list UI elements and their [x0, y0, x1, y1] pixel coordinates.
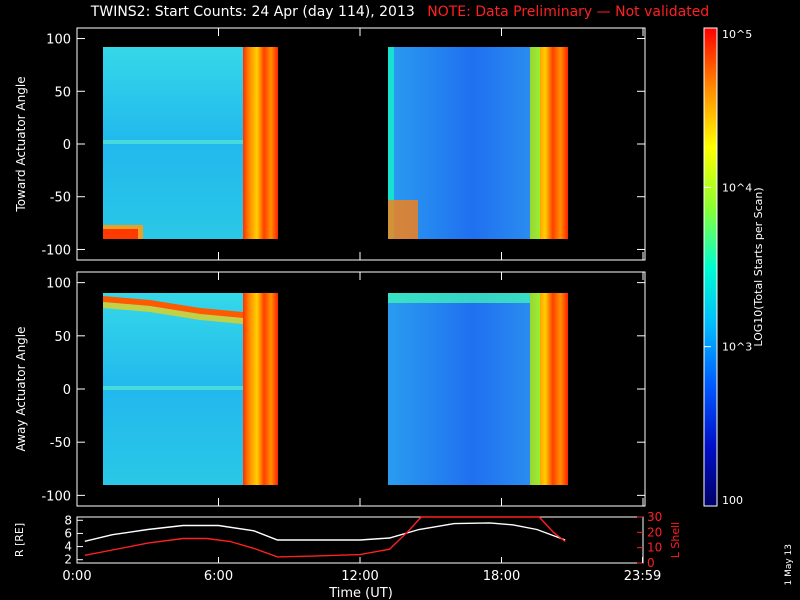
y-axis-ticks: 100 50 0 -50 -100 — [41, 272, 645, 506]
heatmap-panel-toward: Toward Actuator Angle 100 50 0 -50 -100 — [14, 27, 646, 261]
r-tick-label: 4 — [64, 540, 72, 554]
y-tick-label: -100 — [41, 489, 71, 504]
heatmap-left-strip — [388, 47, 394, 239]
l-tick-label: 20 — [647, 525, 662, 539]
preliminary-note: NOTE: Data Preliminary — Not validated — [427, 4, 710, 20]
l-shell-axis-label: L Shell — [669, 522, 682, 558]
chart-title-row: TWINS2: Start Counts: 24 Apr (day 114), … — [0, 4, 800, 20]
heatmap-green-strip — [530, 293, 540, 485]
y-tick-label: 50 — [54, 330, 71, 345]
chart-title: TWINS2: Start Counts: 24 Apr (day 114), … — [90, 4, 415, 20]
colorbar-tick-label: 10^4 — [722, 181, 752, 194]
r-axis-label: R [RE] — [13, 523, 26, 557]
heatmap-top-band — [388, 293, 530, 303]
y-tick-label: -50 — [50, 436, 71, 451]
x-tick-label: 12:00 — [341, 569, 378, 584]
x-tick-label: 0:00 — [62, 569, 91, 584]
orbit-series-line — [84, 522, 566, 542]
heatmap-panel-away: Away Actuator Angle 100 50 0 -50 -100 — [14, 271, 646, 507]
y-tick-label: -100 — [41, 243, 71, 258]
colorbar-label: LOG10(Total Starts per Scan) — [752, 187, 765, 346]
heatmap-mid-band — [103, 386, 243, 390]
orbit-series-line — [84, 516, 566, 558]
x-tick-label: 23:59 — [624, 569, 661, 584]
heatmap-low-band — [103, 229, 138, 239]
heatmap-block — [103, 47, 568, 239]
colorbar-ticks: 10^5 10^4 10^3 100 — [704, 27, 752, 507]
heatmap-cells-2 — [388, 293, 530, 485]
r-tick-label: 8 — [64, 513, 72, 527]
x-axis-label: Time (UT) — [328, 586, 393, 600]
heatmap-low-band — [388, 200, 418, 239]
heatmap-edge-band — [243, 47, 278, 239]
colorbar: 10^5 10^4 10^3 100 LOG10(Total Starts per S… — [703, 27, 765, 507]
y-tick-label: 0 — [63, 383, 71, 398]
heatmap-green-strip — [530, 47, 540, 239]
colorbar-tick-label: 10^5 — [722, 28, 752, 41]
colorbar-strip — [703, 27, 718, 507]
heatmap-block — [103, 293, 568, 485]
heatmap-hot-arc — [103, 296, 243, 318]
heatmap-mid-band — [103, 140, 243, 144]
y-tick-label: -50 — [50, 191, 71, 206]
y-tick-label: 100 — [46, 277, 71, 292]
x-tick-label: 6:00 — [204, 569, 233, 584]
y-axis-label: Toward Actuator Angle — [14, 76, 28, 212]
r-tick-label: 6 — [64, 526, 72, 540]
heatmap-edge-band — [243, 293, 278, 485]
y-tick-label: 50 — [54, 85, 71, 100]
generated-date: 1 May 13 — [784, 544, 794, 586]
l-tick-label: 10 — [647, 541, 662, 555]
y-axis-ticks: 100 50 0 -50 -100 — [41, 28, 645, 260]
x-tick-label: 18:00 — [483, 569, 520, 584]
y-tick-label: 0 — [63, 138, 71, 153]
l-tick-label: 30 — [647, 510, 662, 524]
r-tick-label: 2 — [64, 553, 72, 567]
orbit-lines — [84, 516, 566, 558]
y-tick-label: 100 — [46, 33, 71, 48]
l-tick-label: 0 — [647, 556, 655, 570]
colorbar-tick-label: 100 — [722, 494, 743, 507]
y-axis-label: Away Actuator Angle — [14, 326, 28, 451]
heatmap-hot-arc — [103, 302, 243, 324]
colorbar-tick-label: 10^3 — [722, 341, 752, 354]
